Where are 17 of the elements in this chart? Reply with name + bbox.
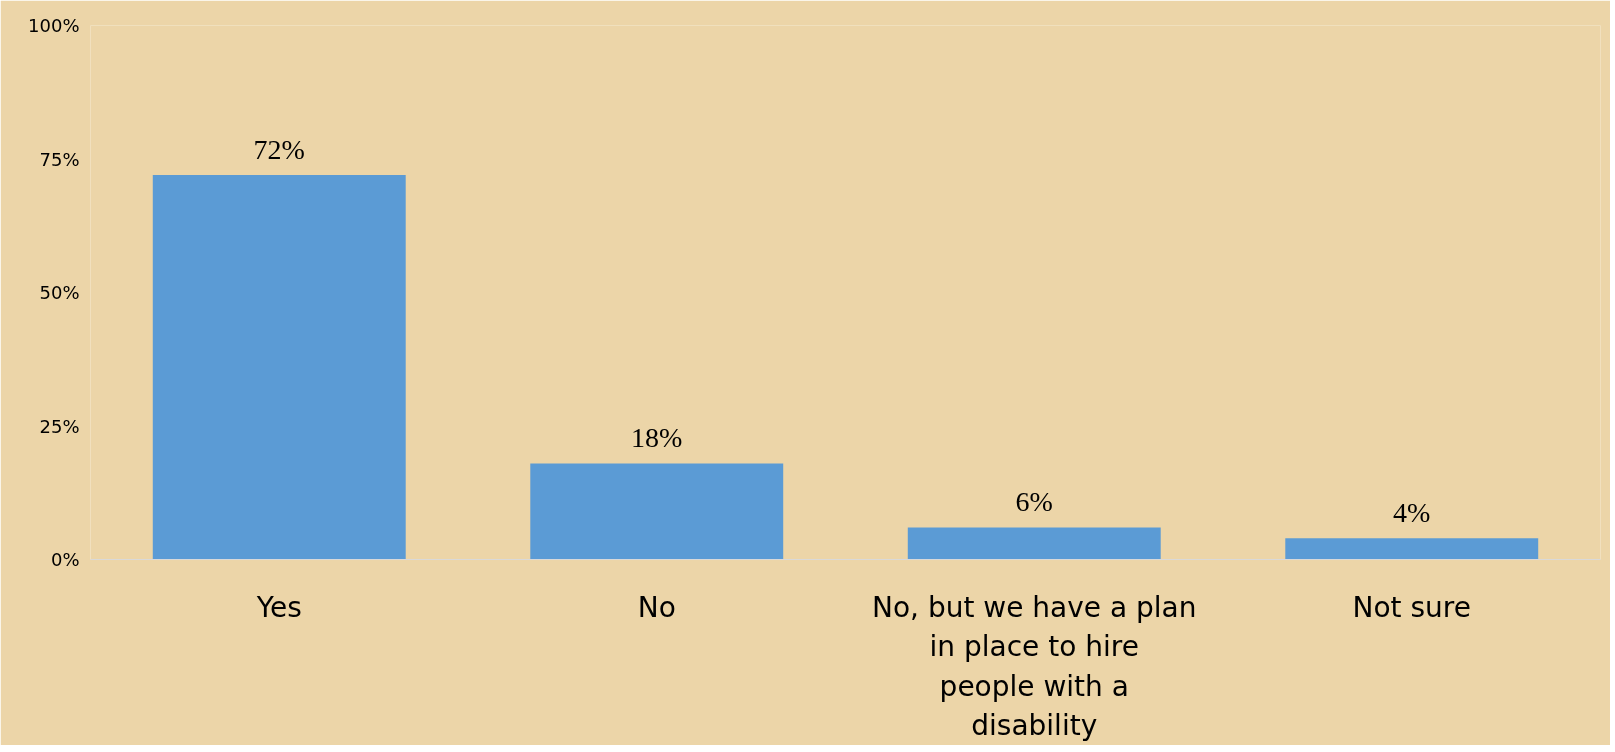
y-tick-label: 75% — [39, 148, 80, 170]
data-label: 72% — [253, 134, 305, 166]
data-label: 18% — [631, 422, 683, 454]
y-tick-label: 100% — [28, 15, 80, 36]
bar — [152, 175, 406, 560]
x-tick-label: No — [637, 590, 676, 624]
y-tick-label: 25% — [39, 415, 80, 437]
data-label: 6% — [1015, 486, 1053, 518]
data-label: 4% — [1393, 497, 1431, 529]
x-tick-label: Yes — [255, 590, 302, 624]
y-tick-label: 50% — [39, 282, 80, 303]
bar — [530, 463, 784, 560]
y-tick-label: 0% — [50, 549, 80, 570]
x-tick-label: No, but we have a plan in place to hire people with a disability — [872, 590, 1197, 743]
bar — [907, 527, 1161, 560]
bar — [1285, 538, 1539, 560]
x-tick-label: Not sure — [1352, 590, 1471, 624]
